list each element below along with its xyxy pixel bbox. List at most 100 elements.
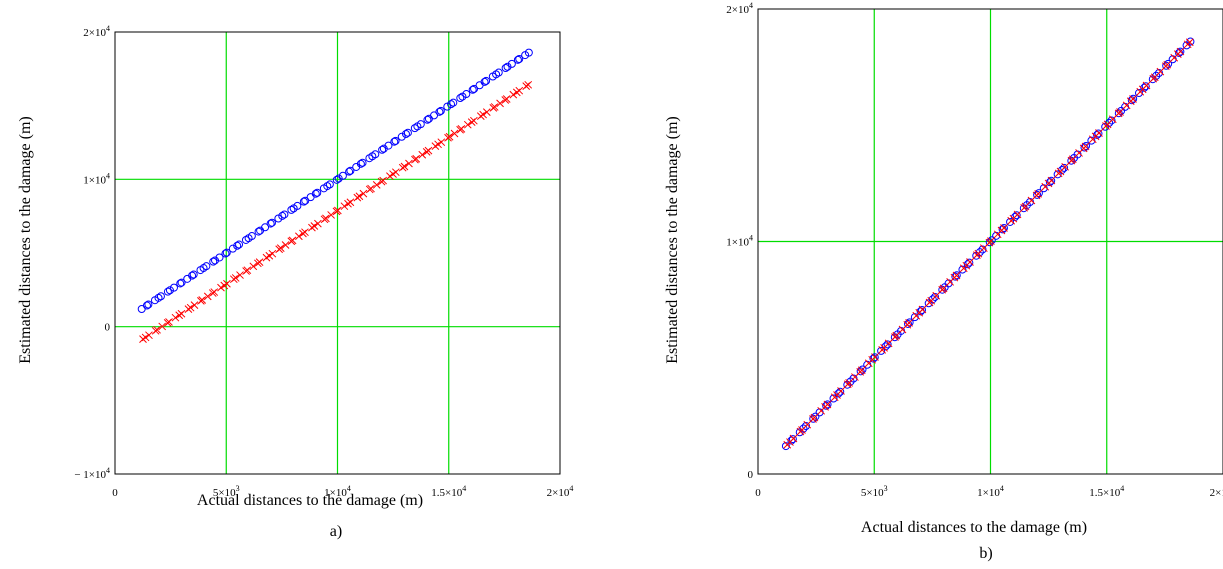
data-point-x: [424, 146, 433, 155]
data-point-circle: [829, 394, 838, 403]
x-tick-label: 1.5×104: [1089, 484, 1124, 499]
data-point-circle: [858, 365, 867, 374]
chart-panel-a: 0 5×103 1×104 1.5×104 2×104− 1×10401×1042×10…: [17, 24, 573, 540]
data-point-circle: [507, 59, 516, 68]
data-point-x: [524, 80, 533, 89]
y-tick-label: 0: [105, 322, 111, 334]
data-point-circle: [1060, 163, 1069, 172]
panel-label: a): [330, 523, 342, 540]
data-point-x: [884, 339, 893, 348]
data-point-circle: [356, 159, 365, 168]
data-point-circle: [904, 319, 913, 328]
data-point-circle: [280, 210, 289, 219]
y-axis-label: Estimated distances to the damage (m): [17, 116, 34, 363]
data-point-circle: [306, 193, 315, 202]
x-tick-label: 0: [755, 487, 761, 499]
data-point-x: [186, 303, 195, 312]
data-point-x: [314, 219, 322, 228]
data-point-circle: [501, 63, 510, 72]
data-point-x: [476, 112, 485, 120]
y-tick-label: 2×104: [726, 1, 753, 16]
y-tick-label: 0: [748, 469, 754, 481]
y-tick-label: 2×104: [83, 24, 110, 39]
data-point-circle: [802, 421, 811, 430]
data-point-circle: [338, 171, 347, 180]
data-point-x: [198, 296, 207, 304]
data-point-circle: [325, 180, 334, 189]
data-point-circle: [952, 271, 961, 280]
data-point-x: [175, 311, 184, 320]
y-tick-label: 1×104: [726, 234, 753, 249]
data-point-circle: [1080, 143, 1089, 152]
data-point-circle: [475, 81, 484, 90]
data-point-circle: [254, 227, 263, 236]
data-point-circle: [235, 240, 244, 249]
x-tick-label: 5×103: [213, 484, 240, 499]
data-point-circle: [287, 205, 296, 214]
data-point-circle: [332, 175, 341, 184]
data-point-x: [346, 198, 355, 207]
data-point-circle: [998, 225, 1007, 234]
data-point-circle: [299, 197, 308, 206]
data-point-x: [141, 333, 150, 342]
data-point-circle: [1176, 47, 1185, 56]
data-point-circle: [938, 285, 947, 294]
data-point-circle: [985, 238, 994, 247]
data-point-circle: [1053, 170, 1062, 179]
data-point-circle: [1033, 190, 1042, 199]
data-point-circle: [822, 401, 831, 410]
data-point-x: [482, 108, 491, 116]
y-tick-label: − 1×104: [74, 466, 110, 481]
data-point-x: [288, 236, 297, 245]
data-point-circle: [346, 166, 355, 175]
data-point-circle: [165, 286, 174, 295]
data-point-circle: [1047, 176, 1056, 185]
data-point-x: [203, 292, 212, 301]
data-point-x: [932, 291, 941, 300]
data-point-x: [490, 103, 499, 111]
data-point-circle: [494, 68, 503, 77]
data-point-circle: [311, 189, 320, 198]
data-point-x: [367, 184, 375, 193]
x-axis-label: Actual distances to the damage (m): [197, 492, 423, 509]
data-point-x: [463, 120, 472, 129]
data-point-circle: [1186, 37, 1195, 46]
data-point-circle: [410, 124, 419, 133]
data-point-x: [1061, 162, 1070, 171]
data-point-x: [1034, 189, 1043, 198]
data-point-x: [344, 199, 352, 208]
data-point-circle: [313, 188, 322, 197]
data-point-x: [153, 325, 161, 334]
data-point-x: [334, 206, 342, 215]
data-point-circle: [811, 412, 820, 421]
data-point-circle: [951, 272, 960, 281]
data-point-circle: [423, 115, 432, 124]
data-point-x: [340, 202, 349, 211]
data-point-circle: [1117, 106, 1126, 115]
x-tick-label: 2×104: [547, 484, 574, 499]
data-point-x: [400, 162, 409, 171]
data-point-x: [1013, 210, 1022, 219]
data-point-circle: [188, 271, 197, 280]
x-tick-label: 2×104: [1210, 484, 1223, 499]
data-point-x: [322, 214, 330, 223]
data-point-circle: [1154, 69, 1163, 78]
plot-frame: [114, 31, 561, 475]
data-point-x: [437, 138, 446, 147]
data-point-circle: [965, 258, 974, 267]
x-axis-label: Actual distances to the damage (m): [861, 519, 1087, 536]
data-point-circle: [987, 236, 996, 245]
data-point-circle: [1012, 211, 1021, 220]
data-point-circle: [1164, 59, 1173, 68]
data-point-circle: [1094, 129, 1103, 138]
data-point-circle: [931, 292, 940, 301]
data-point-circle: [176, 279, 185, 288]
data-point-circle: [468, 85, 477, 94]
data-point-circle: [397, 132, 406, 141]
data-point-circle: [513, 55, 522, 64]
data-point-circle: [449, 98, 458, 107]
data-point-circle: [266, 219, 275, 228]
data-point-circle: [154, 293, 163, 302]
data-point-x: [412, 154, 421, 163]
x-tick-label: 1×104: [977, 484, 1004, 499]
